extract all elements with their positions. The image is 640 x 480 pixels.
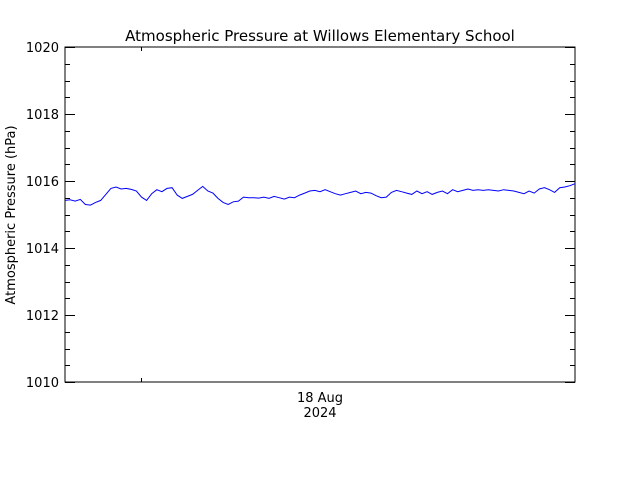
y-tick-label: 1018: [26, 108, 59, 123]
y-tick-label: 1010: [26, 376, 59, 391]
pressure-line: [64, 183, 576, 206]
x-tick-label-year: 2024: [303, 406, 336, 421]
y-tick-label: 1014: [26, 242, 59, 257]
x-tick-label-date: 18 Aug: [297, 391, 343, 406]
y-axis-tick-labels: 1010 1012 1014 1016 1018 1020: [26, 41, 59, 391]
y-axis-ticks: [65, 47, 575, 383]
y-tick-label: 1012: [26, 309, 59, 324]
y-tick-label: 1020: [26, 41, 59, 56]
y-axis-label: Atmospheric Pressure (hPa): [4, 125, 19, 304]
plot-frame: [64, 46, 576, 383]
y-tick-label: 1016: [26, 175, 59, 190]
chart-title: Atmospheric Pressure at Willows Elementa…: [125, 27, 515, 45]
